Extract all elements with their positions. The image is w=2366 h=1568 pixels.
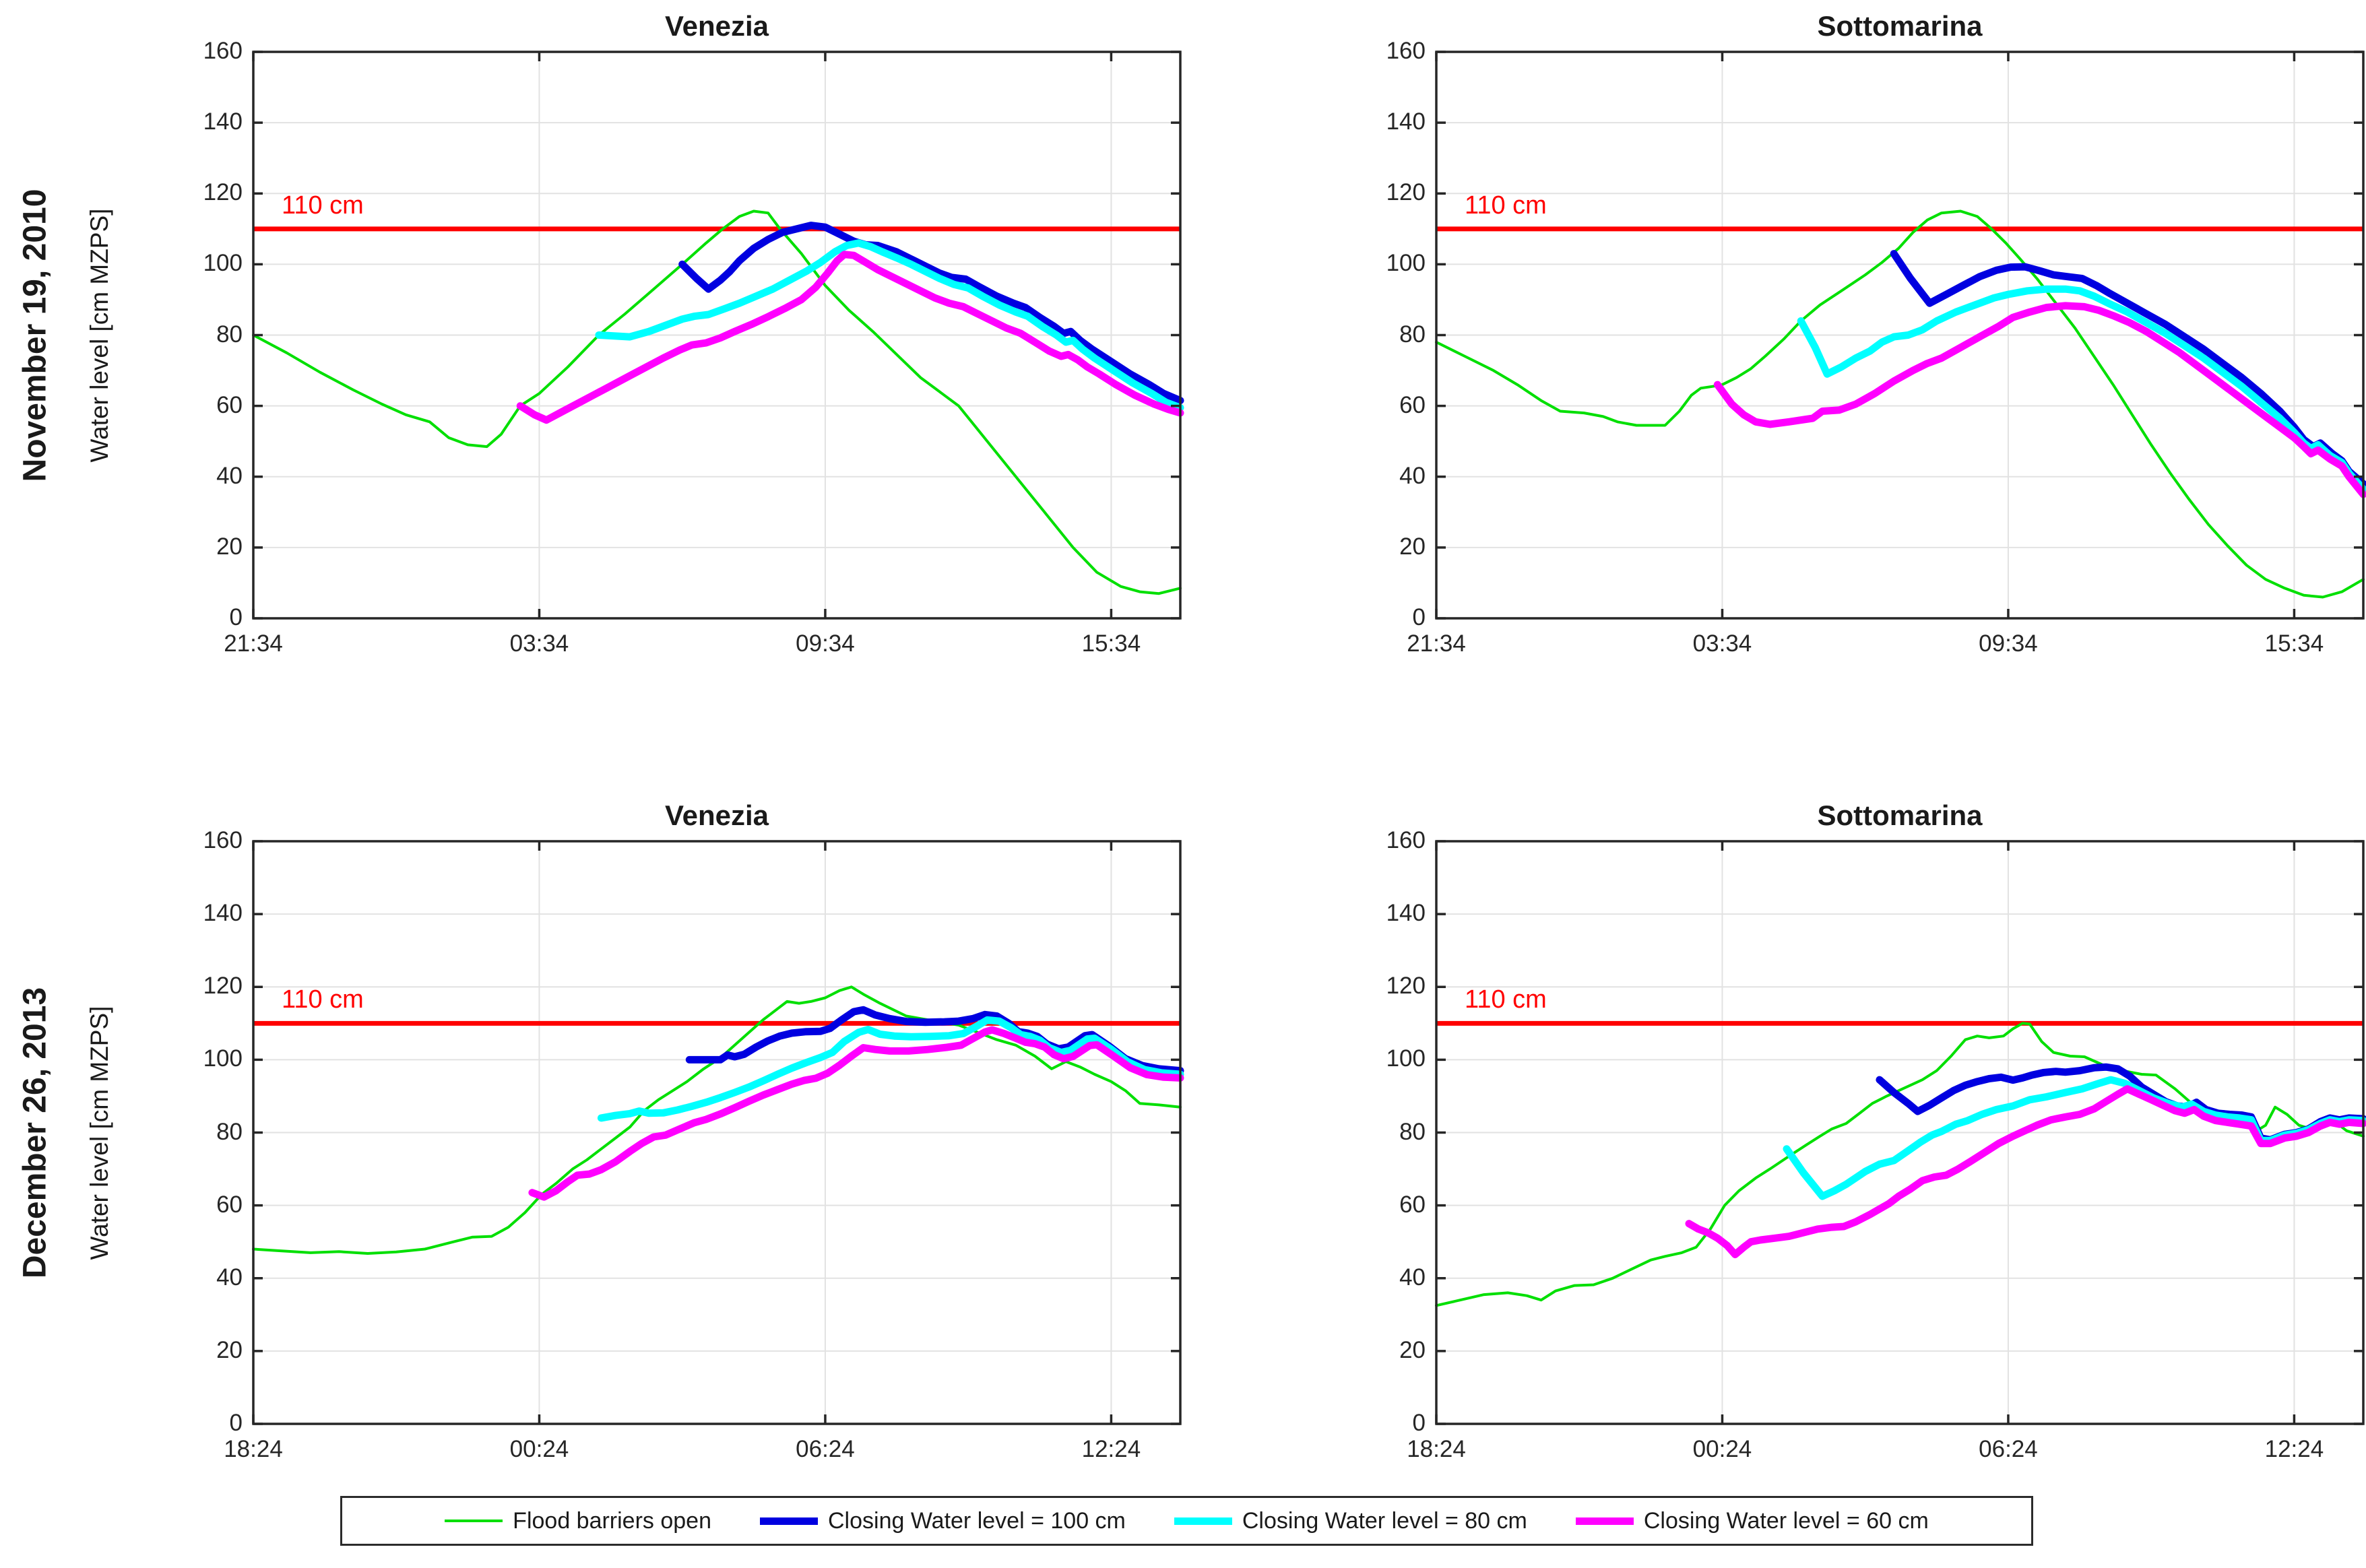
row-label-november-19-2010: November 19, 2010 [17, 189, 53, 482]
x-tick-label: 21:34 [1407, 630, 1466, 657]
legend-label: Closing Water level = 60 cm [1643, 1507, 1929, 1534]
y-tick-label: 140 [203, 108, 243, 135]
x-tick-label: 12:24 [2264, 1436, 2324, 1462]
legend-item-closing-80cm: Closing Water level = 80 cm [1174, 1508, 1527, 1534]
y-tick-label: 60 [216, 391, 243, 418]
threshold-110cm-label: 110 cm [1465, 191, 1547, 220]
plot-area [252, 51, 1184, 620]
series-line-closing-water-level-60-cm [1685, 1085, 2366, 1259]
y-tick-label: 100 [203, 1045, 243, 1072]
y-tick-label: 40 [1399, 462, 1426, 489]
legend-line-swatch-cyan [1174, 1517, 1232, 1525]
y-tick-label: 100 [203, 250, 243, 277]
legend-label: Flood barriers open [513, 1507, 711, 1534]
legend-item-closing-100cm: Closing Water level = 100 cm [760, 1508, 1126, 1534]
plot-area [252, 840, 1184, 1425]
series-line-closing-water-level-100-cm [678, 222, 1184, 405]
x-tick-label: 15:34 [1081, 630, 1141, 657]
y-tick-label: 40 [216, 462, 243, 489]
legend-label: Closing Water level = 100 cm [828, 1507, 1126, 1534]
x-tick-label: 12:24 [1081, 1436, 1141, 1462]
threshold-110cm-label: 110 cm [282, 191, 364, 220]
threshold-110cm-label: 110 cm [282, 985, 364, 1014]
y-tick-label: 0 [229, 1410, 243, 1436]
series-line-closing-water-level-100-cm [685, 1006, 1184, 1075]
legend-item-flood-barriers-open: Flood barriers open [445, 1508, 711, 1534]
y-tick-label: 160 [203, 38, 243, 64]
legend-item-closing-60cm: Closing Water level = 60 cm [1575, 1507, 1929, 1534]
x-tick-label: 09:34 [1979, 630, 2038, 657]
y-tick-label: 40 [216, 1264, 243, 1291]
x-tick-label: 09:34 [796, 630, 855, 657]
y-tick-label: 20 [216, 533, 243, 560]
chart-title: Venezia [664, 799, 769, 831]
chart-venezia-nov-2010: Venezia 110 cm 0 20 40 60 80 100 120 140 160 21:3… [203, 10, 1184, 657]
y-tick-label: 120 [203, 973, 243, 1000]
y-axis-label-bottom: Water level [cm MZPS] [86, 1006, 113, 1260]
y-tick-label: 160 [203, 827, 243, 853]
y-tick-label: 140 [203, 900, 243, 927]
y-tick-label: 80 [1399, 1118, 1426, 1145]
x-tick-label: 03:34 [1692, 630, 1752, 657]
legend-line-swatch-magenta [1575, 1517, 1634, 1525]
series-line-closing-water-level-60-cm [516, 251, 1184, 424]
series-line-closing-water-level-60-cm [1713, 302, 2366, 498]
y-tick-label: 120 [203, 179, 243, 206]
y-tick-label: 120 [1386, 973, 1426, 1000]
legend-line-swatch-green [445, 1520, 503, 1522]
y-tick-label: 60 [216, 1191, 243, 1218]
y-tick-label: 160 [1386, 38, 1426, 64]
x-tick-label: 06:24 [1979, 1436, 2038, 1462]
plot-area [1435, 51, 2366, 620]
y-tick-label: 60 [1399, 391, 1426, 418]
y-tick-label: 20 [216, 1336, 243, 1363]
y-tick-label: 80 [216, 1118, 243, 1145]
series-line-closing-water-level-100-cm [1890, 250, 2366, 488]
y-tick-label: 20 [1399, 1336, 1426, 1363]
y-tick-label: 0 [229, 604, 243, 630]
x-tick-label: 03:34 [509, 630, 569, 657]
chart-title: Sottomarina [1817, 799, 1983, 831]
y-tick-label: 20 [1399, 533, 1426, 560]
y-tick-label: 40 [1399, 1264, 1426, 1291]
x-tick-label: 18:24 [224, 1436, 283, 1462]
legend: Flood barriers open Closing Water level … [340, 1496, 2033, 1546]
x-tick-label: 00:24 [1692, 1436, 1752, 1462]
chart-title: Venezia [664, 10, 769, 42]
series-line-flood-barriers-open [1435, 209, 2365, 599]
y-tick-label: 160 [1386, 827, 1426, 853]
x-tick-label: 21:34 [224, 630, 283, 657]
y-tick-label: 140 [1386, 900, 1426, 927]
x-tick-label: 00:24 [509, 1436, 569, 1462]
y-tick-label: 80 [1399, 321, 1426, 348]
y-tick-label: 100 [1386, 1045, 1426, 1072]
series-line-closing-water-level-80-cm [597, 1016, 1184, 1122]
x-tick-label: 18:24 [1407, 1436, 1466, 1462]
y-tick-label: 0 [1412, 604, 1426, 630]
chart-sottomarina-dec-2013: Sottomarina 110 cm 0 20 40 60 80 100 120 140 160… [1386, 799, 2366, 1462]
x-tick-label: 15:34 [2264, 630, 2324, 657]
y-tick-label: 60 [1399, 1191, 1426, 1218]
series-line-flood-barriers-open [1435, 1022, 2365, 1307]
series-line-closing-water-level-80-cm [595, 239, 1184, 412]
chart-title: Sottomarina [1817, 10, 1983, 42]
series-line-closing-water-level-60-cm [528, 1026, 1184, 1201]
series-line-flood-barriers-open [252, 985, 1182, 1255]
y-tick-label: 0 [1412, 1410, 1426, 1436]
chart-sottomarina-nov-2010: Sottomarina 110 cm 0 20 40 60 80 100 120 140 160… [1386, 10, 2366, 657]
plot-area [1435, 840, 2366, 1425]
legend-label: Closing Water level = 80 cm [1242, 1507, 1527, 1534]
y-tick-label: 140 [1386, 108, 1426, 135]
x-tick-label: 06:24 [796, 1436, 855, 1462]
chart-venezia-dec-2013: Venezia 110 cm 0 20 40 60 80 100 120 140 160 18:2… [203, 799, 1184, 1462]
series-line-flood-barriers-open [252, 209, 1182, 595]
row-label-december-26-2013: December 26, 2013 [17, 987, 53, 1278]
y-axis-label-top: Water level [cm MZPS] [86, 208, 113, 462]
y-tick-label: 80 [216, 321, 243, 348]
threshold-110cm-label: 110 cm [1465, 985, 1547, 1014]
y-tick-label: 120 [1386, 179, 1426, 206]
legend-line-swatch-blue [760, 1517, 818, 1525]
y-tick-label: 100 [1386, 250, 1426, 277]
